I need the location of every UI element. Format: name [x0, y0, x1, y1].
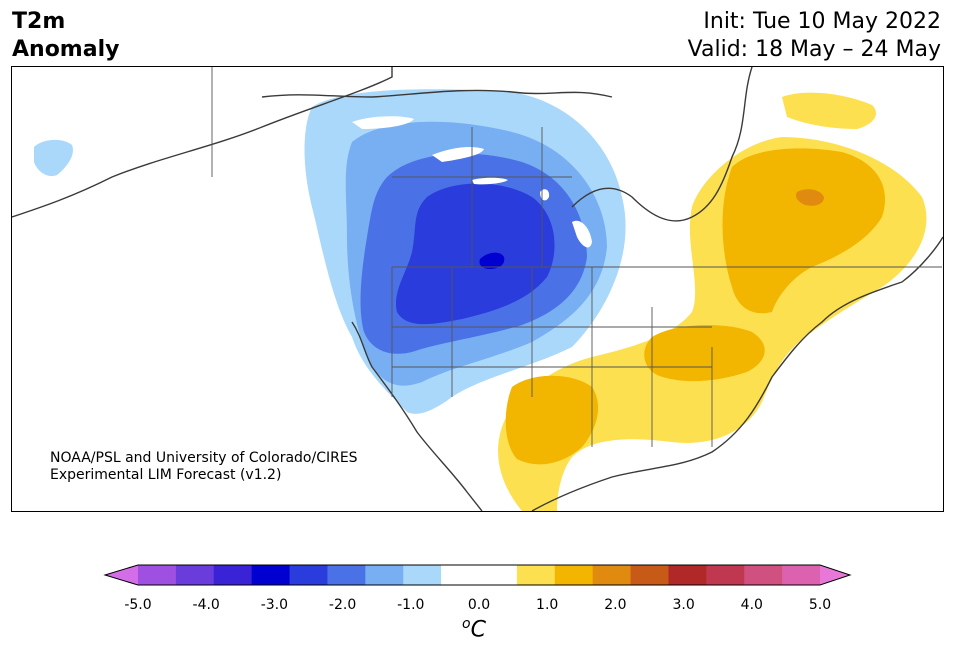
- forecast-dates: Init: Tue 10 May 2022 Valid: 18 May – 24…: [688, 8, 941, 64]
- lake-athabasca: [472, 177, 508, 185]
- colorbar-cell: [706, 565, 745, 585]
- credit-line-1: NOAA/PSL and University of Colorado/CIRE…: [50, 450, 358, 466]
- colorbar: [103, 564, 852, 586]
- colorbar-tick-label: 5.0: [808, 597, 832, 613]
- colorbar-ticks: -5.0 -4.0 -3.0 -2.0 -1.0 0.0 1.0 2.0 3.0 4.0 5.0: [0, 597, 953, 617]
- colorbar-tick-label: -4.0: [192, 597, 220, 613]
- credit-line-2: Experimental LIM Forecast (v1.2): [50, 467, 282, 483]
- anomaly-map: NOAA/PSL and University of Colorado/CIRE…: [11, 66, 944, 512]
- colorbar-cell: [327, 565, 366, 585]
- colorbar-cell: [744, 565, 783, 585]
- colorbar-tick-label: 1.0: [536, 597, 559, 613]
- colorbar-tick-label: -1.0: [397, 597, 425, 613]
- colorbar-extend-low: [105, 565, 138, 585]
- colorbar-cell: [175, 565, 215, 585]
- colorbar-cell: [251, 565, 291, 585]
- map-title: T2m Anomaly: [12, 8, 119, 64]
- colorbar-cell: [630, 565, 669, 585]
- colorbar-tick-label: 2.0: [604, 597, 627, 613]
- colorbar-cell: [138, 565, 177, 585]
- colorbar-cells: [105, 565, 850, 585]
- colorbar-cell: [782, 565, 821, 585]
- colorbar-tick-label: -3.0: [260, 597, 289, 613]
- title-line-2: Anomaly: [12, 37, 120, 62]
- cold-contour-5: [479, 252, 505, 269]
- title-line-1: T2m: [12, 9, 66, 34]
- warm-contour-2c: [505, 375, 599, 465]
- state-borders: [211, 67, 942, 447]
- colorbar-tick-label: 0.0: [467, 597, 491, 613]
- init-date: Init: Tue 10 May 2022: [703, 9, 941, 34]
- colorbar-extend-high: [820, 565, 850, 585]
- warm-contour-2: [722, 148, 886, 314]
- unit-text: C: [470, 617, 486, 643]
- colorbar-cell: [213, 565, 253, 585]
- colorbar-cell: [289, 565, 328, 585]
- unit-superscript: o: [462, 616, 471, 632]
- unit-label: oC: [462, 616, 486, 642]
- credit-text: NOAA/PSL and University of Colorado/CIRE…: [50, 450, 358, 484]
- lake-winnipeg: [572, 220, 592, 248]
- colorbar-cell: [516, 565, 556, 585]
- colorbar-tick-label: -5.0: [124, 597, 152, 613]
- colorbar-cell: [365, 565, 404, 585]
- coastlines: [12, 67, 943, 511]
- colorbar-cell: [554, 565, 594, 585]
- cold-contour-1b: [34, 139, 73, 177]
- colorbar-cell: [441, 565, 480, 585]
- colorbar-tick-label: 3.0: [672, 597, 695, 613]
- colorbar-tick-label: 4.0: [740, 597, 763, 613]
- colorbar-outline: [103, 564, 852, 586]
- map-canvas: [12, 67, 943, 511]
- colorbar-cell: [479, 565, 518, 585]
- valid-date: Valid: 18 May – 24 May: [687, 37, 941, 62]
- warm-contour-3: [795, 189, 824, 206]
- colorbar-cell: [403, 565, 442, 585]
- colorbar-cell: [668, 565, 707, 585]
- great-bear-lake: [352, 116, 414, 129]
- great-slave-lake: [432, 147, 484, 162]
- colorbar-cell: [592, 565, 632, 585]
- colorbar-tick-label: -2.0: [328, 597, 357, 613]
- warm-contour-1b: [782, 92, 877, 129]
- cold-contour-4: [395, 183, 555, 325]
